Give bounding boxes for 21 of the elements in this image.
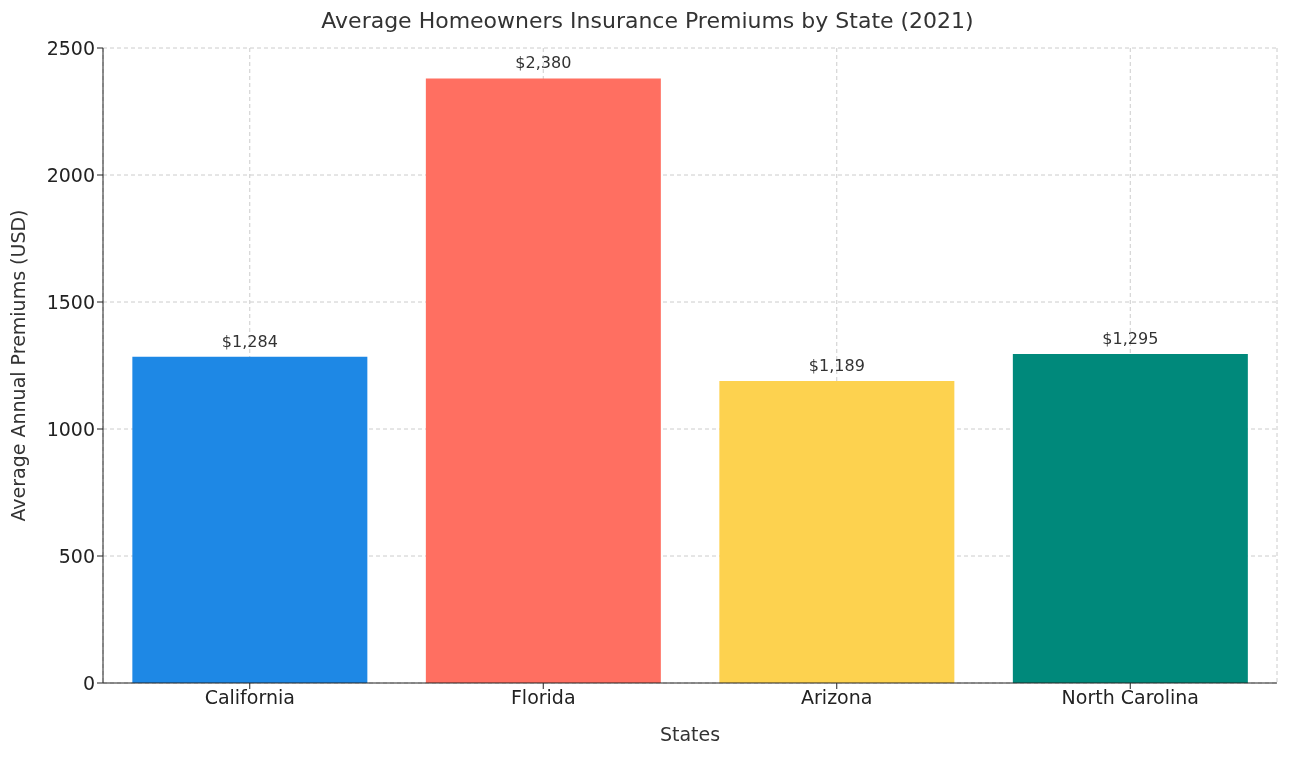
x-tick-label: California xyxy=(204,686,295,709)
y-tick-label: 2000 xyxy=(46,163,95,186)
data-label: $1,284 xyxy=(221,331,278,351)
y-tick-label: 0 xyxy=(82,671,95,694)
data-label: $1,189 xyxy=(808,355,865,375)
bar xyxy=(719,380,955,683)
x-tick-label: Florida xyxy=(510,686,576,709)
x-axis-title: States xyxy=(659,723,721,745)
data-label: $1,295 xyxy=(1102,329,1159,349)
y-tick-label: 1000 xyxy=(46,417,95,440)
y-tick-label: 500 xyxy=(58,544,95,567)
bar xyxy=(425,78,661,683)
data-label: $2,380 xyxy=(515,53,572,73)
x-tick-label: North Carolina xyxy=(1061,686,1199,709)
bar xyxy=(1012,354,1248,683)
y-tick-label: 2500 xyxy=(46,36,95,59)
bar xyxy=(132,356,368,683)
x-tick-label: Arizona xyxy=(801,686,873,709)
y-tick-label: 1500 xyxy=(46,290,95,313)
chart-title: Average Homeowners Insurance Premiums by State (2021) xyxy=(320,8,975,35)
y-axis-title: Average Annual Premiums (USD) xyxy=(6,209,29,522)
